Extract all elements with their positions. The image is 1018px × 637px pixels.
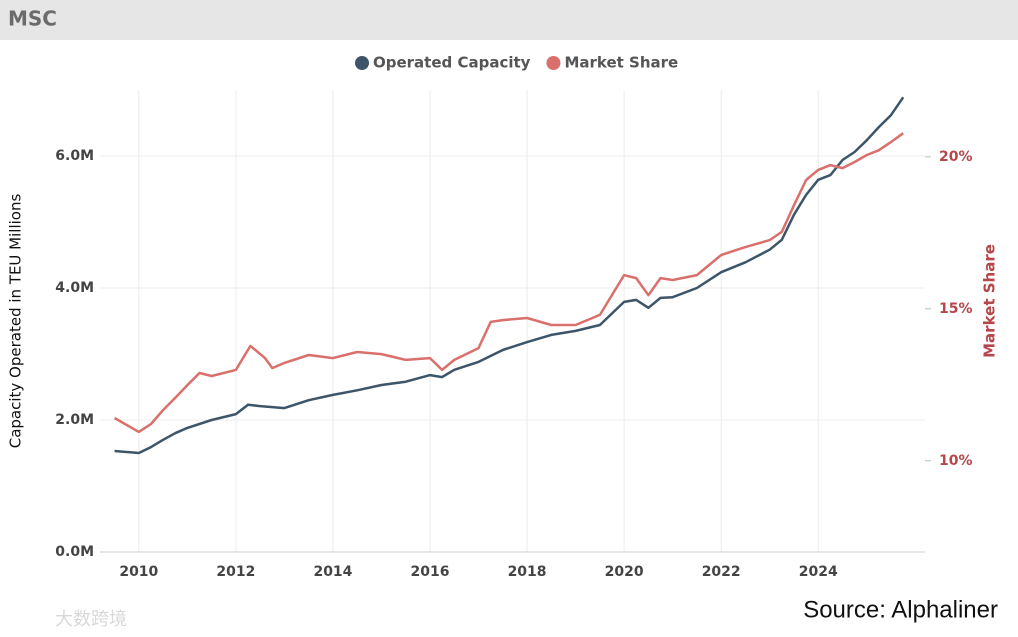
y-tick-label: 6.0M xyxy=(55,148,94,164)
line-series xyxy=(113,132,904,434)
x-tick-label: 2022 xyxy=(702,564,741,580)
x-tick-label: 2012 xyxy=(216,564,255,580)
x-tick-label: 2018 xyxy=(508,564,547,580)
source: Source: Alphaliner xyxy=(803,596,998,623)
x-tick-label: 2020 xyxy=(605,564,644,580)
y-tick-label: 4.0M xyxy=(55,280,94,296)
legend-marker xyxy=(355,56,369,70)
y-tick-label: 2.0M xyxy=(55,412,94,428)
y-tick-label: 0.0M xyxy=(55,544,94,560)
x-tick-label: 2016 xyxy=(411,564,450,580)
header-bar xyxy=(0,0,1018,40)
legend-label: Operated Capacity xyxy=(373,54,531,72)
y2-axis-label: Market Share xyxy=(981,244,999,358)
y-axis-label: Capacity Operated in TEU Millions xyxy=(7,194,25,449)
header-title: MSC xyxy=(8,7,57,31)
x-tick-label: 2024 xyxy=(799,564,838,580)
watermark: 大数跨境 xyxy=(55,609,127,630)
y2-tick-label: 15% xyxy=(939,301,973,317)
x-tick-label: 2010 xyxy=(119,564,158,580)
y2-tick-label: 10% xyxy=(939,453,973,469)
line-series xyxy=(114,96,905,455)
legend-marker xyxy=(546,56,561,70)
x-tick-label: 2014 xyxy=(313,564,352,580)
y2-tick-label: 20% xyxy=(939,149,973,165)
legend-label: Market Share xyxy=(564,54,678,72)
